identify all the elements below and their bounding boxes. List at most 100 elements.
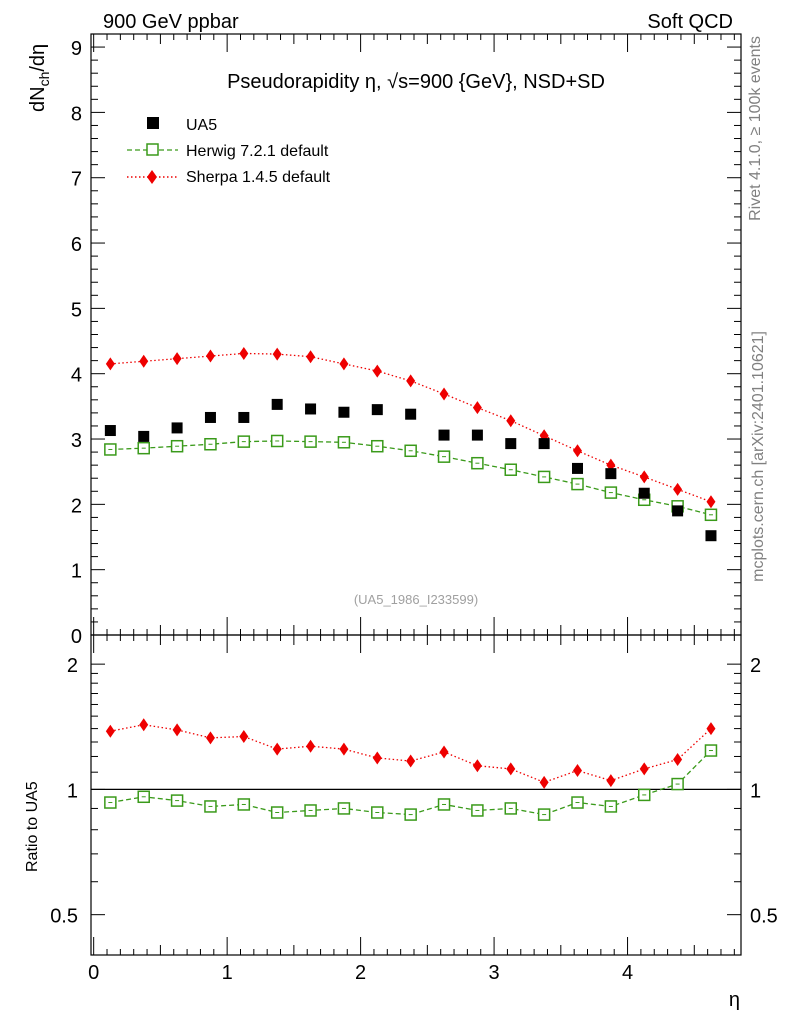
ylabel-sub: ch xyxy=(36,72,52,87)
category-label: Soft QCD xyxy=(647,11,733,33)
x-tick-label: 0 xyxy=(88,962,99,984)
ua5-point xyxy=(638,487,650,499)
sherpa-point xyxy=(339,357,349,371)
ratio-sherpa-point xyxy=(306,739,316,753)
ua5-point xyxy=(505,438,517,450)
ua5-point xyxy=(204,411,216,423)
main-y-axis: 0 1 2 3 4 5 6 7 8 9 xyxy=(71,38,741,648)
main-y-tick-label: 6 xyxy=(71,234,82,256)
ratio-sherpa-point xyxy=(139,718,149,732)
main-y-tick-label: 9 xyxy=(71,38,82,60)
legend-label-ua5: UA5 xyxy=(186,117,217,134)
legend-marker-sherpa xyxy=(147,170,157,184)
ua5-point xyxy=(471,429,483,441)
ratio-sherpa-point xyxy=(172,723,182,737)
sherpa-point xyxy=(472,401,482,415)
legend: UA5 Herwig 7.2.1 default Sherpa 1.4.5 de… xyxy=(127,117,331,186)
ratio-sherpa-line xyxy=(110,724,712,784)
sherpa-point xyxy=(506,414,516,428)
x-tick-label: 4 xyxy=(622,962,633,984)
ratio-sherpa-point xyxy=(506,762,516,776)
sherpa-point xyxy=(239,346,249,360)
ratio-sherpa-point xyxy=(105,724,115,738)
mcplots-label: mcplots.cern.ch [arXiv:2401.10621] xyxy=(750,331,767,582)
ratio-sherpa-point xyxy=(239,730,249,744)
x-axis-label: η xyxy=(729,989,740,1011)
x-tick-label: 2 xyxy=(355,962,366,984)
ratio-y-tick-label: 0.5 xyxy=(50,906,78,928)
sherpa-point xyxy=(105,357,115,371)
x-tick-label: 1 xyxy=(222,962,233,984)
ratio-sherpa-point xyxy=(406,754,416,768)
ratio-panel-frame xyxy=(90,634,742,956)
ratio-x-axis: 0 1 2 3 4 xyxy=(88,635,735,984)
sherpa-point xyxy=(172,352,182,366)
sherpa-point xyxy=(205,349,215,363)
ratio-sherpa-point xyxy=(639,762,649,776)
ratio-y-tick-label-right: 1 xyxy=(750,780,761,802)
ratio-y-tick-label-right: 2 xyxy=(750,655,761,677)
energy-label: 900 GeV ppbar xyxy=(103,11,239,33)
ua5-point xyxy=(138,430,150,442)
x-tick-label: 3 xyxy=(489,962,500,984)
ua5-point xyxy=(271,398,283,410)
ratio-sherpa-point xyxy=(673,752,683,766)
ua5-point xyxy=(605,468,617,480)
main-y-tick-label: 8 xyxy=(71,103,82,125)
sherpa-point xyxy=(706,495,716,509)
ratio-sherpa-point xyxy=(272,742,282,756)
main-y-tick-label: 4 xyxy=(71,365,82,387)
ua5-point xyxy=(238,411,250,423)
ua5-point xyxy=(305,403,317,415)
ua5-point xyxy=(672,505,684,517)
main-x-axis xyxy=(93,34,735,635)
ratio-y-tick-label-right: 0.5 xyxy=(750,906,778,928)
main-y-tick-label: 5 xyxy=(71,299,82,321)
sherpa-point xyxy=(439,387,449,401)
legend-marker-herwig xyxy=(146,143,159,156)
sherpa-point xyxy=(372,364,382,378)
ratio-sherpa-point xyxy=(472,759,482,773)
ratio-y-axis-label: Ratio to UA5 xyxy=(24,781,41,872)
main-y-tick-label: 7 xyxy=(71,169,82,191)
ratio-y-tick-label: 2 xyxy=(67,655,78,677)
sherpa-point xyxy=(639,470,649,484)
ua5-point xyxy=(405,408,417,420)
ratio-sherpa-point xyxy=(539,775,549,789)
ua5-point xyxy=(705,530,717,542)
ua5-point xyxy=(538,438,550,450)
legend-marker-ua5 xyxy=(147,117,159,129)
ratio-sherpa-point xyxy=(439,745,449,759)
ylabel-main: dN xyxy=(27,86,49,112)
ratio-sherpa-point xyxy=(372,751,382,765)
main-y-tick-label: 3 xyxy=(71,430,82,452)
ratio-y-tick-label: 1 xyxy=(67,780,78,802)
rivet-version-label: Rivet 4.1.0, ≥ 100k events xyxy=(747,36,764,221)
ua5-point xyxy=(571,462,583,474)
ratio-y-axis: 0.5 0.5 1 1 2 2 xyxy=(50,655,778,928)
analysis-watermark: (UA5_1986_I233599) xyxy=(354,592,478,607)
chart-title: Pseudorapidity η, √s=900 {GeV}, NSD+SD xyxy=(227,71,605,93)
sherpa-point xyxy=(139,354,149,368)
sherpa-point xyxy=(272,347,282,361)
ratio-sherpa-point xyxy=(606,774,616,788)
ua5-point xyxy=(338,406,350,418)
ylabel-tail: /dη xyxy=(27,44,49,72)
main-y-tick-label: 2 xyxy=(71,495,82,517)
main-y-tick-label: 1 xyxy=(71,561,82,583)
ratio-sherpa-point xyxy=(205,731,215,745)
legend-label-herwig: Herwig 7.2.1 default xyxy=(186,143,329,160)
main-y-tick-label: 0 xyxy=(71,626,82,648)
sherpa-point xyxy=(406,374,416,388)
legend-label-sherpa: Sherpa 1.4.5 default xyxy=(186,169,331,186)
sherpa-point xyxy=(673,482,683,496)
ua5-point xyxy=(104,425,116,437)
ua5-point xyxy=(438,429,450,441)
ratio-sherpa-point xyxy=(339,742,349,756)
ratio-sherpa-point xyxy=(706,722,716,736)
main-y-axis-label: dNch/dη xyxy=(27,44,52,112)
ua5-point xyxy=(171,422,183,434)
sherpa-point xyxy=(572,444,582,458)
ratio-sherpa-point xyxy=(572,764,582,778)
